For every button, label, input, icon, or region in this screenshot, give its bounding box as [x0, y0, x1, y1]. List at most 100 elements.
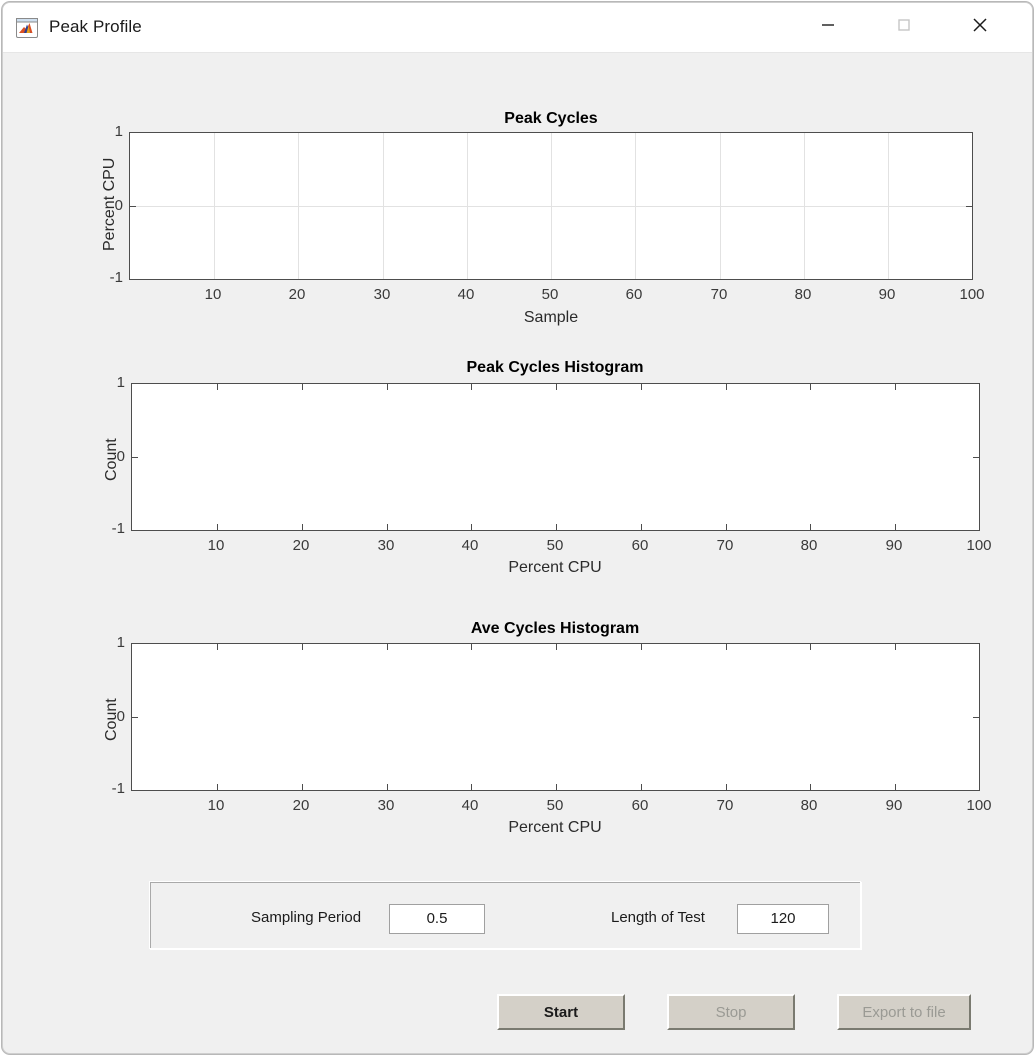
- x-tick-label: 10: [207, 537, 225, 554]
- y-tick-label: 1: [116, 374, 125, 391]
- x-axis-label: Percent CPU: [508, 819, 602, 836]
- gridline-x: [551, 133, 552, 279]
- x-axis-label: Percent CPU: [508, 559, 602, 576]
- y-tick-label: -1: [111, 780, 125, 797]
- y-tick: [973, 457, 979, 458]
- x-tick-label: 50: [546, 797, 564, 814]
- x-tick: [556, 644, 557, 650]
- x-tick-label: 70: [716, 797, 734, 814]
- maximize-icon: [896, 17, 912, 38]
- x-tick: [302, 524, 303, 530]
- x-tick: [641, 384, 642, 390]
- x-tick-label: 100: [966, 537, 992, 554]
- x-tick: [726, 644, 727, 650]
- plot-area[interactable]: [131, 383, 980, 531]
- x-tick: [387, 784, 388, 790]
- gridline-x: [635, 133, 636, 279]
- x-tick: [302, 644, 303, 650]
- x-tick-label: 20: [292, 537, 310, 554]
- x-tick: [217, 784, 218, 790]
- x-tick-label: 30: [377, 797, 395, 814]
- x-tick-label: 20: [292, 797, 310, 814]
- gridline-x: [214, 133, 215, 279]
- x-tick-label: 90: [885, 797, 903, 814]
- x-tick-label: 40: [461, 797, 479, 814]
- gridline-x: [804, 133, 805, 279]
- x-tick: [641, 784, 642, 790]
- x-tick: [387, 644, 388, 650]
- x-tick: [810, 524, 811, 530]
- x-tick: [810, 644, 811, 650]
- y-tick: [132, 457, 138, 458]
- export-to-file-button[interactable]: Export to file: [837, 994, 971, 1030]
- maximize-button[interactable]: [870, 3, 938, 51]
- y-tick: [132, 717, 138, 718]
- x-tick-label: 30: [377, 537, 395, 554]
- x-tick-label: 40: [461, 537, 479, 554]
- x-tick: [641, 524, 642, 530]
- gridline-x: [720, 133, 721, 279]
- x-tick-label: 70: [710, 286, 728, 303]
- x-tick-label: 50: [546, 537, 564, 554]
- x-tick-label: 100: [959, 286, 985, 303]
- x-axis-label: Sample: [523, 309, 579, 326]
- x-tick: [471, 644, 472, 650]
- x-tick: [895, 644, 896, 650]
- x-tick: [471, 524, 472, 530]
- x-tick: [726, 524, 727, 530]
- y-tick-label: 0: [114, 197, 123, 214]
- x-tick-label: 80: [800, 537, 818, 554]
- x-tick: [726, 384, 727, 390]
- minimize-icon: [820, 17, 836, 38]
- y-tick-label: 0: [116, 448, 125, 465]
- length-of-test-input[interactable]: 120: [737, 904, 829, 934]
- gridline-x: [888, 133, 889, 279]
- x-tick-label: 90: [878, 286, 896, 303]
- x-tick-label: 50: [541, 286, 559, 303]
- gridline-x: [298, 133, 299, 279]
- x-tick-label: 70: [716, 537, 734, 554]
- x-tick: [387, 524, 388, 530]
- x-tick-label: 20: [288, 286, 306, 303]
- x-tick: [302, 384, 303, 390]
- y-tick-label: 1: [116, 634, 125, 651]
- x-tick-label: 90: [885, 537, 903, 554]
- window-title: Peak Profile: [49, 17, 142, 36]
- start-button[interactable]: Start: [497, 994, 625, 1030]
- x-tick-label: 10: [207, 797, 225, 814]
- x-tick: [556, 784, 557, 790]
- x-tick: [556, 524, 557, 530]
- x-tick: [810, 384, 811, 390]
- close-button[interactable]: [946, 3, 1014, 51]
- x-tick: [895, 784, 896, 790]
- x-tick-label: 80: [800, 797, 818, 814]
- sampling-period-input[interactable]: 0.5: [389, 904, 485, 934]
- chart-title: Peak Cycles Histogram: [466, 359, 644, 376]
- gridline-x: [383, 133, 384, 279]
- x-tick-label: 60: [625, 286, 643, 303]
- x-tick-label: 60: [631, 797, 649, 814]
- plot-area[interactable]: [131, 643, 980, 791]
- x-tick-label: 60: [631, 537, 649, 554]
- close-icon: [971, 16, 989, 39]
- x-tick: [810, 784, 811, 790]
- stop-button[interactable]: Stop: [667, 994, 795, 1030]
- x-tick: [217, 644, 218, 650]
- x-tick: [387, 384, 388, 390]
- x-tick: [471, 784, 472, 790]
- y-tick-label: -1: [111, 520, 125, 537]
- x-tick: [217, 524, 218, 530]
- x-tick: [641, 644, 642, 650]
- y-tick-label: 1: [114, 123, 123, 140]
- x-tick: [556, 384, 557, 390]
- y-tick: [973, 717, 979, 718]
- plot-area[interactable]: [129, 132, 973, 280]
- x-tick: [895, 524, 896, 530]
- x-tick: [302, 784, 303, 790]
- sampling-period-label: Sampling Period: [251, 909, 362, 926]
- y-tick-label: 0: [116, 708, 125, 725]
- gridline-x: [467, 133, 468, 279]
- x-tick: [726, 784, 727, 790]
- minimize-button[interactable]: [794, 3, 862, 51]
